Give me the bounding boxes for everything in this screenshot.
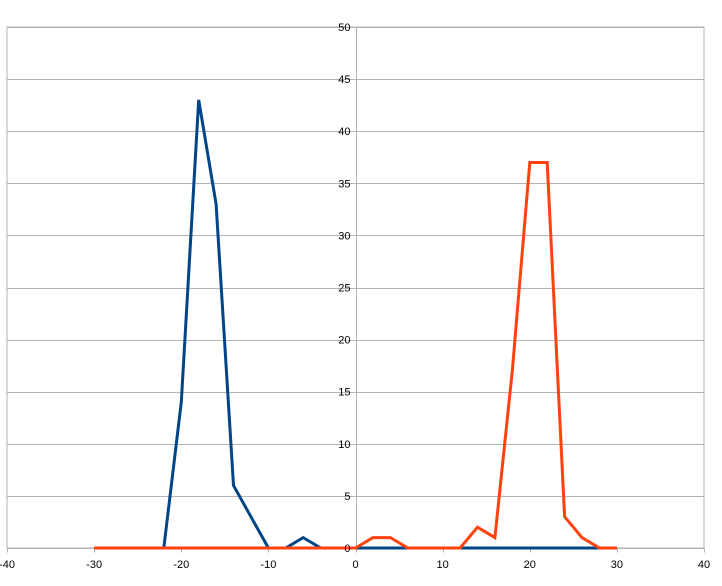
y-tick-label: 40 bbox=[338, 126, 350, 138]
y-tick-label: 30 bbox=[338, 230, 350, 242]
x-tick-label: 40 bbox=[698, 559, 710, 571]
y-tick-label: 20 bbox=[338, 335, 350, 347]
x-tick-label: -40 bbox=[0, 559, 15, 571]
y-tick-label: 15 bbox=[338, 387, 350, 399]
x-tick-label: -10 bbox=[260, 559, 276, 571]
y-tick-label: 10 bbox=[338, 439, 350, 451]
y-tick-label: 45 bbox=[338, 74, 350, 86]
x-tick-label: -30 bbox=[86, 559, 102, 571]
y-tick-label: 35 bbox=[338, 178, 350, 190]
x-tick-label: 30 bbox=[611, 559, 623, 571]
y-tick-label: 5 bbox=[344, 491, 350, 503]
x-tick-label: -20 bbox=[173, 559, 189, 571]
y-tick-label: 0 bbox=[344, 543, 350, 555]
y-tick-label: 50 bbox=[338, 22, 350, 34]
series-line-2 bbox=[94, 161, 617, 550]
y-tick-label: 25 bbox=[338, 283, 350, 295]
series-lines bbox=[94, 99, 617, 550]
x-tick-label: 20 bbox=[524, 559, 536, 571]
x-tick-label: 10 bbox=[437, 559, 449, 571]
tick-labels: -40 -30 -20 -10 0 10 20 30 40 0 5 10 15 20 25 30 35 40 45 5… bbox=[0, 22, 710, 571]
x-tick-label: 0 bbox=[352, 559, 358, 571]
